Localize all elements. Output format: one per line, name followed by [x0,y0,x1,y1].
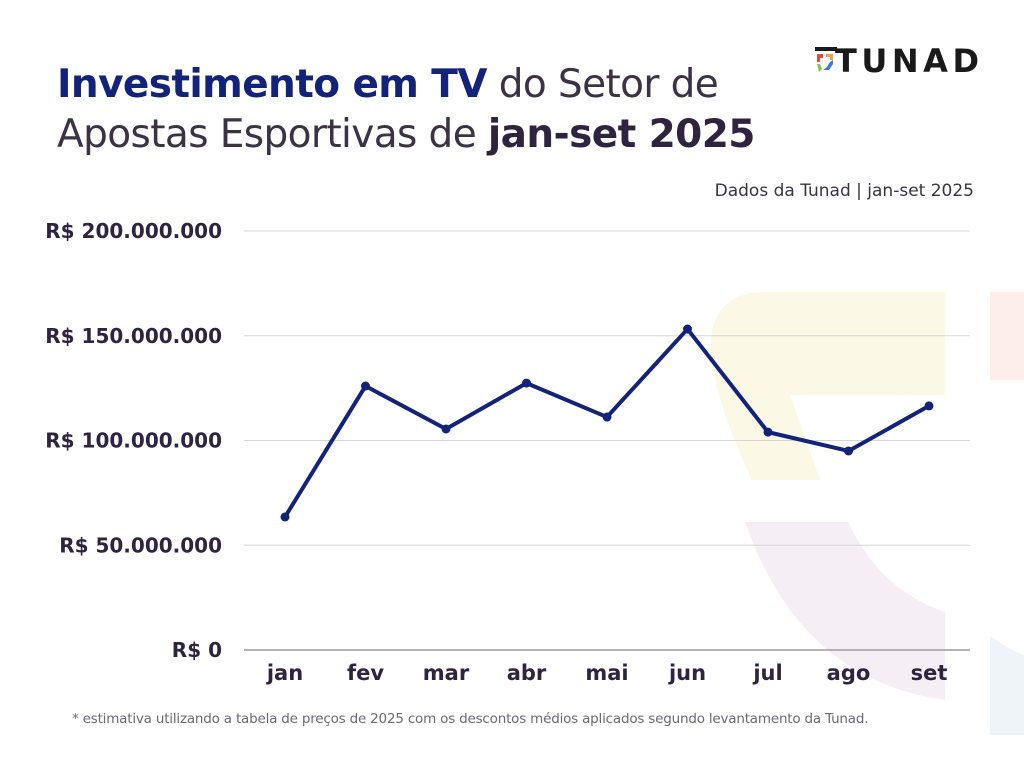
x-tick-label: ago [827,661,871,685]
y-axis-ticks: R$ 0 R$ 50.000.000 R$ 100.000.000 R$ 150.00… [45,219,222,662]
y-tick-label: R$ 200.000.000 [45,219,222,243]
page-title: Investimento em TV do Setor de Apostas E… [57,60,777,160]
footnote: * estimativa utilizando a tabela de preç… [72,711,869,727]
y-tick-label: R$ 100.000.000 [45,429,222,453]
title-highlight: Investimento em TV [57,62,488,107]
data-point-jun [683,324,692,334]
x-tick-label: set [911,661,948,685]
x-tick-label: jul [752,661,782,685]
series-line [283,327,931,519]
x-tick-label: mar [423,661,470,685]
tunad-logo-icon [815,47,837,72]
title-part-2: Apostas Esportivas de [57,112,488,157]
data-source-subtitle: Dados da Tunad | jan-set 2025 [714,181,974,201]
y-tick-label: R$ 150.000.000 [45,324,222,348]
title-period: jan-set 2025 [487,112,755,157]
y-tick-label: R$ 0 [172,638,222,662]
data-point-jul [763,427,773,437]
x-tick-label: jun [668,661,706,685]
x-tick-label: fev [347,661,384,685]
data-point-set [924,401,934,411]
data-points [280,324,934,522]
y-tick-label: R$ 50.000.000 [59,533,222,557]
tunad-logo: TUNAD [815,44,979,78]
x-axis-ticks: jan fev mar abr mai jun jul ago set [266,661,948,685]
data-point-mar [441,424,451,434]
title-part-1: do Setor de [486,62,719,107]
data-point-ago [844,446,853,456]
gridlines [244,230,970,651]
data-point-jan [280,512,290,522]
x-tick-label: jan [266,661,303,685]
data-point-mai [602,412,612,422]
x-tick-label: mai [585,661,628,685]
x-tick-label: abr [507,661,547,685]
data-point-abr [522,378,531,388]
data-point-fev [361,381,370,391]
